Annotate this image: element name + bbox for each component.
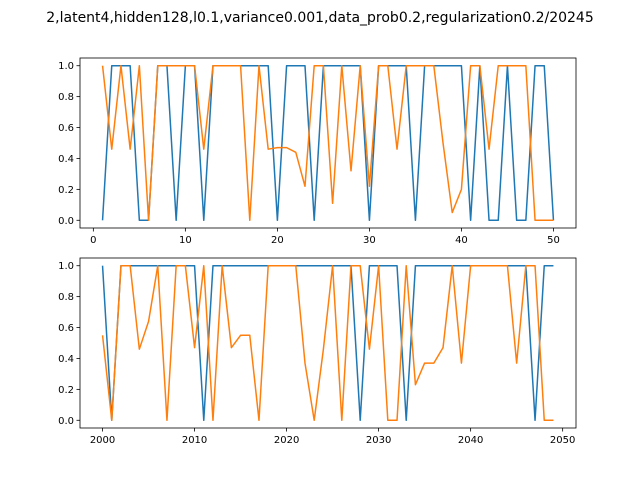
x-tick-label: 10	[179, 235, 192, 246]
y-tick-label: 0.8	[58, 292, 74, 303]
y-tick-label: 0.0	[58, 416, 74, 427]
y-tick-label: 0.2	[58, 185, 74, 196]
x-tick-label: 2050	[550, 435, 575, 446]
x-tick-label: 40	[455, 235, 468, 246]
y-tick-label: 0.6	[58, 123, 74, 134]
series-line-1	[101, 264, 554, 422]
y-tick-label: 0.2	[58, 385, 74, 396]
x-tick-label: 20	[271, 235, 284, 246]
x-tick-label: 2030	[366, 435, 391, 446]
x-tick-label: 2010	[182, 435, 207, 446]
y-tick-label: 1.0	[58, 61, 74, 72]
y-tick-label: 0.4	[58, 354, 74, 365]
chart-bottom: 2000 2010 2020 2030 2040 2050 0.0 0.2 0.4 0.6 0.8 1…	[58, 257, 577, 446]
series-line-2	[101, 264, 554, 422]
y-tick-label: 0.0	[58, 216, 74, 227]
x-tick-label: 50	[547, 235, 560, 246]
x-tick-label: 0	[90, 235, 96, 246]
series-line-1	[101, 64, 555, 222]
x-tick-label: 2020	[274, 435, 299, 446]
axes-frame	[79, 57, 577, 229]
figure-title: 2,latent4,hidden128,l0.1,variance0.001,d…	[46, 10, 593, 26]
x-tick-label: 2000	[90, 435, 115, 446]
chart-top: 0 10 20 30 40 50 0.0 0.2 0.4 0.6 0.8 1.0	[58, 57, 577, 246]
y-tick-label: 0.6	[58, 323, 74, 334]
y-tick-label: 0.4	[58, 154, 74, 165]
y-tick-label: 0.8	[58, 92, 74, 103]
axes-frame	[79, 257, 577, 429]
y-tick-label: 1.0	[58, 261, 74, 272]
x-tick-label: 2040	[458, 435, 483, 446]
series-line-2	[101, 64, 554, 222]
x-tick-label: 30	[363, 235, 376, 246]
